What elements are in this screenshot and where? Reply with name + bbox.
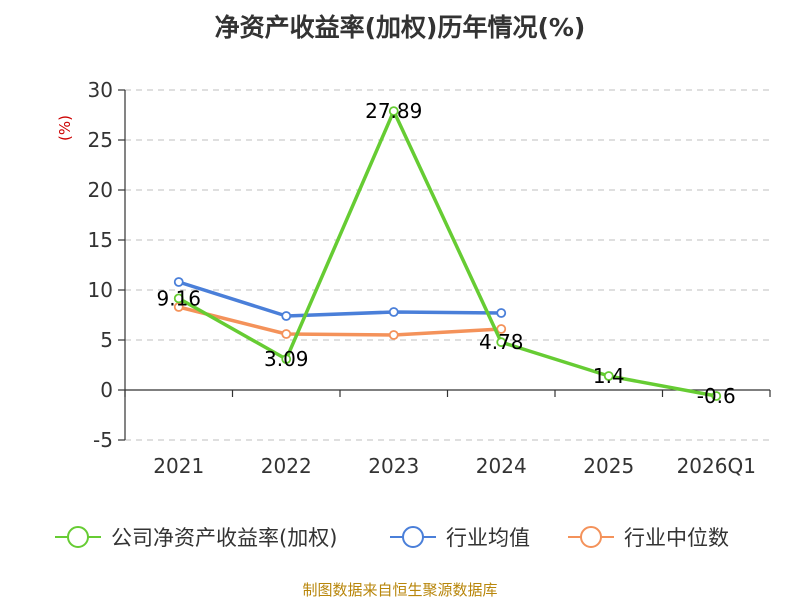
data-point <box>711 391 722 401</box>
data-point <box>496 324 507 334</box>
y-tick-label: 25 <box>88 128 113 152</box>
y-tick-label: 15 <box>88 228 113 252</box>
y-tick-label: 20 <box>88 178 113 202</box>
y-tick-label: 0 <box>100 378 113 402</box>
source-note: 制图数据来自恒生聚源数据库 <box>302 581 497 599</box>
data-point <box>281 329 292 339</box>
y-axis-label: (%) <box>56 115 74 141</box>
axes: 30 25 20 15 10 5 0 -5 2021 2022 2023 2024 2025 2026Q1 <box>88 78 771 478</box>
data-point <box>388 106 399 116</box>
legend-label: 公司净资产收益率(加权) <box>111 526 337 550</box>
data-label: 3.09 <box>264 347 309 371</box>
y-tick-label: 10 <box>88 278 113 302</box>
series-line <box>178 280 502 318</box>
legend-label: 行业均值 <box>446 526 530 550</box>
data-label: 4.78 <box>479 330 524 354</box>
data-label: -0.6 <box>697 384 736 408</box>
x-tick-label: 2024 <box>476 454 527 478</box>
data-point <box>388 330 399 340</box>
legend-marker <box>580 526 602 548</box>
data-point <box>281 354 292 365</box>
x-tick-label: 2021 <box>153 454 204 478</box>
gridlines <box>125 89 770 441</box>
chart-title: 净资产收益率(加权)历年情况(%) <box>215 13 586 42</box>
data-point <box>496 308 507 318</box>
y-tick-label: 30 <box>88 78 113 102</box>
y-tick-label: -5 <box>93 428 113 452</box>
data-point <box>173 293 184 304</box>
legend: 公司净资产收益率(加权) 行业均值 行业中位数 <box>55 526 729 550</box>
y-tick-label: 5 <box>100 328 113 352</box>
x-tick-label: 2022 <box>261 454 312 478</box>
series-line <box>177 109 717 398</box>
data-label: 1.4 <box>593 364 625 388</box>
data-label: 27.89 <box>365 99 422 123</box>
data-point <box>281 311 292 321</box>
series-line <box>178 305 502 337</box>
data-labels: 9.16 3.09 27.89 4.78 1.4 -0.6 <box>156 99 735 408</box>
data-point <box>173 277 184 287</box>
data-point <box>496 337 507 348</box>
x-tick-label: 2026Q1 <box>677 454 756 478</box>
data-label: 9.16 <box>156 286 201 310</box>
legend-marker <box>402 526 424 548</box>
legend-label: 行业中位数 <box>624 526 729 550</box>
x-tick-label: 2025 <box>583 454 634 478</box>
data-point <box>603 371 614 381</box>
data-point <box>388 307 399 317</box>
x-tick-label: 2023 <box>368 454 419 478</box>
series-group <box>173 106 722 401</box>
legend-marker <box>67 526 89 548</box>
